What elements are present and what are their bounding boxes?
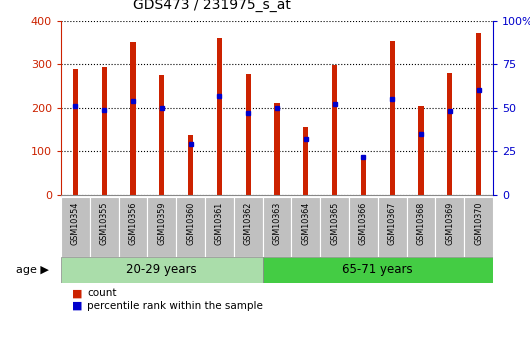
Bar	[147, 197, 176, 257]
Bar	[262, 257, 493, 283]
Bar	[378, 197, 407, 257]
Text: count: count	[87, 288, 117, 298]
Bar	[275, 103, 279, 195]
Bar	[464, 197, 493, 257]
Bar	[361, 156, 366, 195]
Text: GDS473 / 231975_s_at: GDS473 / 231975_s_at	[133, 0, 291, 12]
Bar	[390, 41, 395, 195]
Text: ■: ■	[72, 288, 82, 298]
Bar	[130, 42, 136, 195]
Text: GSM10361: GSM10361	[215, 201, 224, 245]
Bar	[418, 106, 423, 195]
Bar	[159, 75, 164, 195]
Text: age ▶: age ▶	[16, 265, 49, 275]
Text: 20-29 years: 20-29 years	[127, 264, 197, 276]
Bar	[447, 73, 452, 195]
Bar	[234, 197, 262, 257]
Text: GSM10356: GSM10356	[128, 201, 137, 245]
Bar	[349, 197, 378, 257]
Text: GSM10368: GSM10368	[417, 201, 426, 245]
Bar	[119, 197, 147, 257]
Text: 65-71 years: 65-71 years	[342, 264, 413, 276]
Bar	[262, 197, 292, 257]
Text: GSM10367: GSM10367	[387, 201, 396, 245]
Bar	[61, 197, 90, 257]
Text: GSM10354: GSM10354	[71, 201, 80, 245]
Bar	[61, 257, 262, 283]
Text: ■: ■	[72, 301, 82, 311]
Bar	[407, 197, 435, 257]
Text: GSM10360: GSM10360	[186, 201, 195, 245]
Bar	[303, 127, 308, 195]
Bar	[476, 33, 481, 195]
Bar	[188, 135, 193, 195]
Text: percentile rank within the sample: percentile rank within the sample	[87, 301, 263, 311]
Text: GSM10369: GSM10369	[445, 201, 454, 245]
Bar	[435, 197, 464, 257]
Bar	[245, 74, 251, 195]
Text: GSM10363: GSM10363	[272, 201, 281, 245]
Bar	[73, 69, 78, 195]
Text: GSM10355: GSM10355	[100, 201, 109, 245]
Bar	[217, 38, 222, 195]
Text: GSM10364: GSM10364	[301, 201, 310, 245]
Text: GSM10359: GSM10359	[157, 201, 166, 245]
Text: GSM10366: GSM10366	[359, 201, 368, 245]
Bar	[332, 65, 337, 195]
Bar	[205, 197, 234, 257]
Text: GSM10365: GSM10365	[330, 201, 339, 245]
Bar	[320, 197, 349, 257]
Text: GSM10370: GSM10370	[474, 201, 483, 245]
Bar	[292, 197, 320, 257]
Bar	[90, 197, 119, 257]
Bar	[176, 197, 205, 257]
Bar	[102, 67, 107, 195]
Text: GSM10362: GSM10362	[244, 201, 253, 245]
